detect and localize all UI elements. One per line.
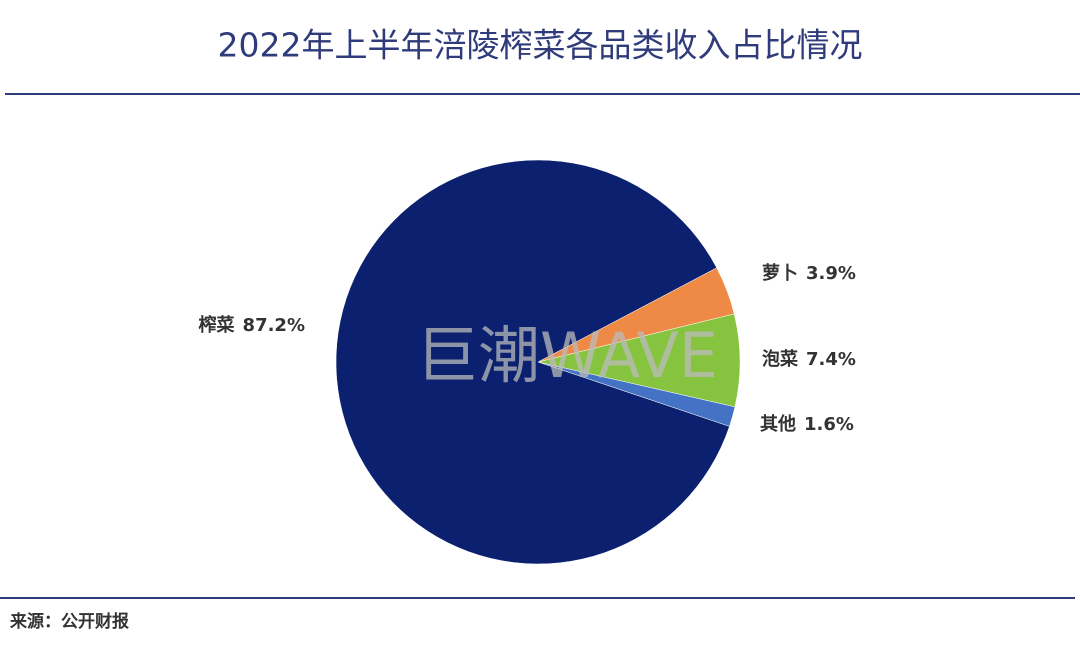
value-label: 87.2% [243, 315, 305, 336]
value-label: 1.6% [804, 414, 854, 435]
value-label: 7.4% [806, 349, 856, 370]
category-label: 萝卜 [762, 262, 798, 284]
watermark: 巨潮WAVE [416, 319, 718, 392]
category-label: 泡菜 [762, 348, 798, 370]
slice-label: 泡菜 7.4% [762, 348, 856, 370]
pie-slice [335, 159, 730, 565]
chart-title: 2022年上半年涪陵榨菜各品类收入占比情况 [218, 26, 863, 65]
slice-label: 榨菜 87.2% [199, 314, 305, 336]
category-label: 其他 [760, 413, 796, 435]
slice-label: 其他 1.6% [760, 413, 854, 435]
category-label: 榨菜 [199, 314, 235, 336]
source: 来源：公开财报 [9, 611, 129, 632]
pie [335, 159, 741, 565]
value-label: 3.9% [806, 263, 856, 284]
slice-label: 萝卜 3.9% [762, 262, 856, 284]
